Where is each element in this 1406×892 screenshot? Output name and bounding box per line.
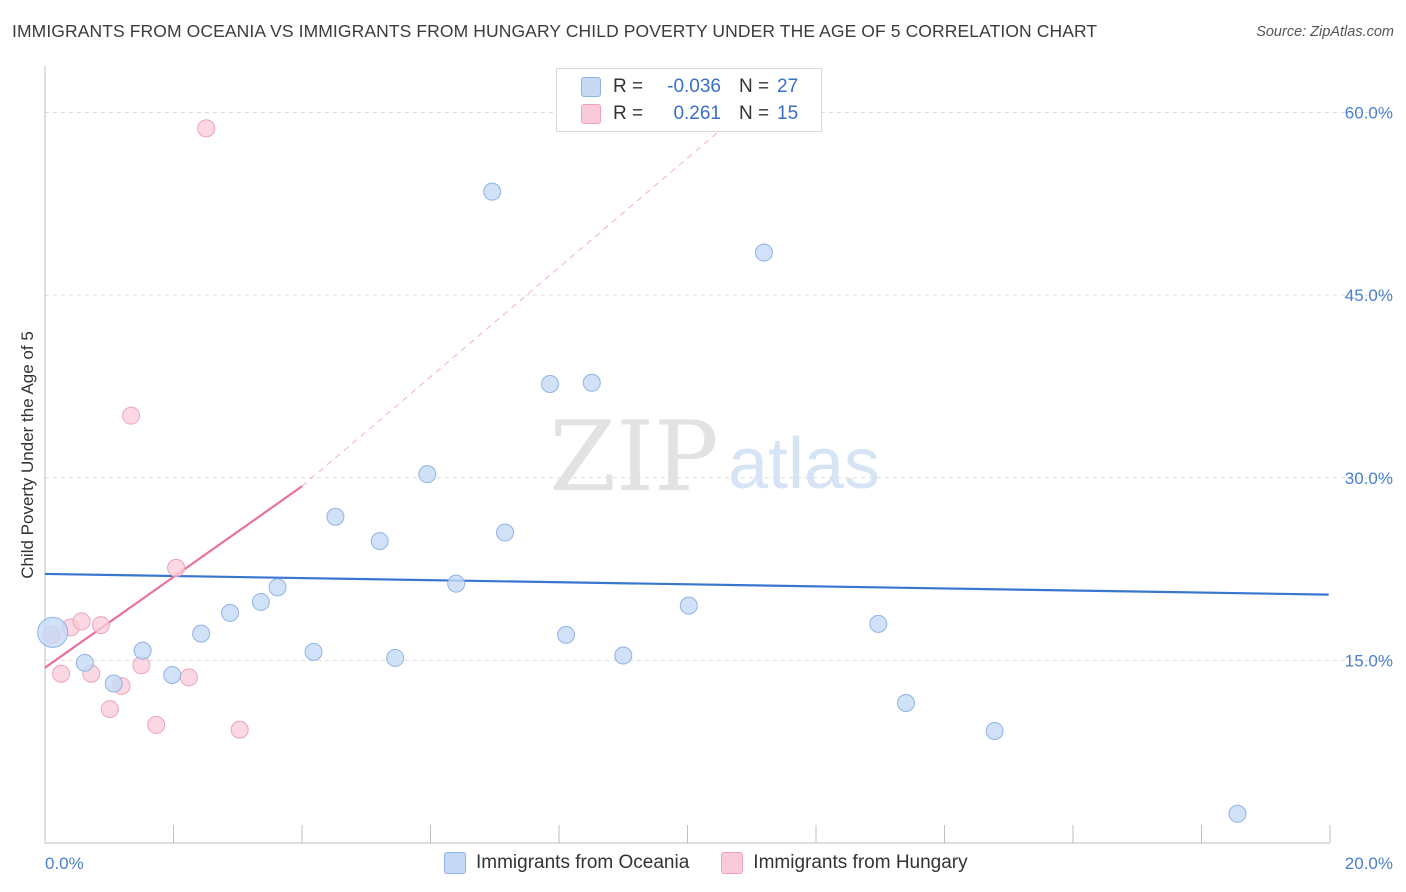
y-tick-labels: 15.0% 30.0% 45.0% 60.0% <box>1345 104 1393 671</box>
legend-row-oceania: R = -0.036 N = 27 <box>581 75 798 99</box>
hungary-point <box>122 406 141 425</box>
grid-lines <box>45 112 1392 661</box>
watermark-atlas: atlas <box>728 424 880 504</box>
oceania-legend-label: Immigrants from Oceania <box>476 852 690 873</box>
oceania-point <box>869 614 888 633</box>
data-points <box>37 119 1247 823</box>
x-tick-label: 0.0% <box>45 854 84 873</box>
oceania-point <box>251 592 270 611</box>
hungary-swatch <box>581 104 601 124</box>
trend-lines <box>44 75 1329 669</box>
hungary-point <box>179 668 198 687</box>
oceania-swatch <box>581 77 601 97</box>
r-label: R = <box>613 103 644 124</box>
oceania-point <box>133 641 152 660</box>
hungary-point <box>230 720 249 739</box>
oceania-point <box>370 532 389 551</box>
y-tick-label: 45.0% <box>1345 286 1393 305</box>
oceania-point <box>268 578 287 597</box>
oceania-point <box>418 465 437 484</box>
r-value: -0.036 <box>667 76 721 97</box>
oceania-point <box>754 243 773 262</box>
oceania-point <box>496 523 515 542</box>
n-label: N = <box>739 103 770 124</box>
oceania-point <box>614 646 633 665</box>
watermark: ZIP atlas <box>549 401 880 513</box>
legend-row-hungary: R = 0.261 N = 15 <box>581 102 798 126</box>
hungary-point <box>52 664 71 683</box>
oceania-point <box>304 642 323 661</box>
oceania-point <box>1228 804 1247 823</box>
axes <box>44 66 1331 844</box>
oceania-point <box>75 653 94 672</box>
y-tick-label: 15.0% <box>1345 651 1393 670</box>
oceania-trend-line <box>44 572 1329 596</box>
hungary-point <box>100 700 119 719</box>
oceania-point <box>104 674 123 693</box>
stats-legend: R = -0.036 N = 27 R = 0.261 N = 15 <box>556 68 822 132</box>
n-value: 15 <box>777 103 799 124</box>
oceania-point <box>896 693 915 712</box>
oceania-point <box>221 603 240 622</box>
oceania-legend-swatch <box>444 852 466 874</box>
legend-item-hungary: Immigrants from Hungary <box>721 852 968 874</box>
oceania-point <box>326 507 345 526</box>
y-tick-label: 60.0% <box>1345 104 1393 123</box>
oceania-point <box>541 375 560 394</box>
r-label: R = <box>613 76 644 97</box>
hungary-legend-swatch <box>721 852 744 874</box>
y-tick-label: 30.0% <box>1345 469 1393 488</box>
hungary-point <box>197 119 216 138</box>
series-legend: Immigrants from Oceania Immigrants from … <box>444 852 1000 874</box>
oceania-point <box>582 373 601 392</box>
hungary-point <box>91 616 110 635</box>
n-value: 27 <box>777 76 799 97</box>
r-value: 0.261 <box>673 103 721 124</box>
oceania-point <box>37 616 69 648</box>
hungary-point <box>72 612 91 631</box>
oceania-point <box>985 721 1004 740</box>
hungary-point <box>147 715 166 734</box>
oceania-point <box>679 596 698 615</box>
oceania-point <box>192 624 211 643</box>
oceania-point <box>163 665 182 684</box>
source-credit: Source: ZipAtlas.com <box>1256 24 1394 40</box>
watermark-zip: ZIP <box>549 401 718 513</box>
legend-item-oceania: Immigrants from Oceania <box>444 852 689 874</box>
oceania-point <box>483 182 502 201</box>
n-label: N = <box>739 76 770 97</box>
chart-title: IMMIGRANTS FROM OCEANIA VS IMMIGRANTS FR… <box>12 21 1098 41</box>
oceania-point <box>386 648 405 667</box>
x-tick-label: 20.0% <box>1345 854 1393 873</box>
oceania-point <box>557 625 576 644</box>
x-tick-labels: 0.0% 20.0% <box>45 854 1393 873</box>
oceania-point <box>447 574 466 593</box>
hungary-point <box>167 558 186 577</box>
hungary-legend-label: Immigrants from Hungary <box>753 852 968 873</box>
hungary-trend-line <box>44 485 303 669</box>
